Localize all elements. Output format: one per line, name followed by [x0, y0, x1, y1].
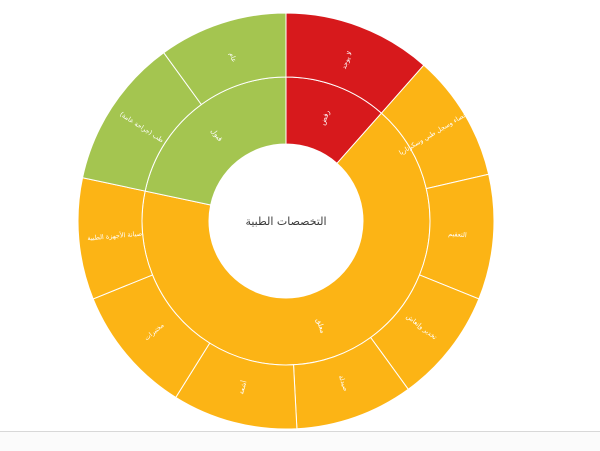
sunburst-outer-segment[interactable]: [163, 12, 287, 106]
bottom-strip: [0, 432, 600, 451]
chart-center-label: التخصصات الطبية: [245, 215, 326, 228]
bottom-divider: [0, 431, 600, 432]
